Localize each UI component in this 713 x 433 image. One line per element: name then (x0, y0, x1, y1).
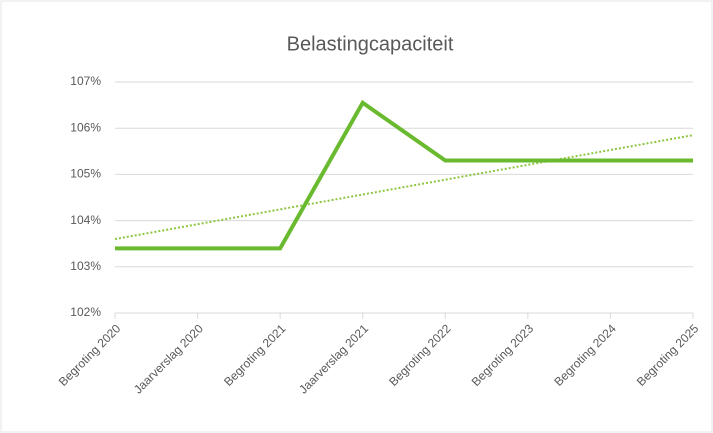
y-tick-label: 106% (70, 120, 101, 134)
chart-title: Belastingcapaciteit (287, 33, 454, 55)
line-series (115, 99, 693, 251)
y-tick-label: 105% (70, 167, 101, 181)
y-tick-label: 103% (70, 259, 101, 273)
y-tick-label: 102% (70, 305, 101, 319)
y-tick-label: 104% (70, 213, 101, 227)
y-tick-label: 107% (70, 74, 101, 88)
trendline (114, 134, 694, 241)
